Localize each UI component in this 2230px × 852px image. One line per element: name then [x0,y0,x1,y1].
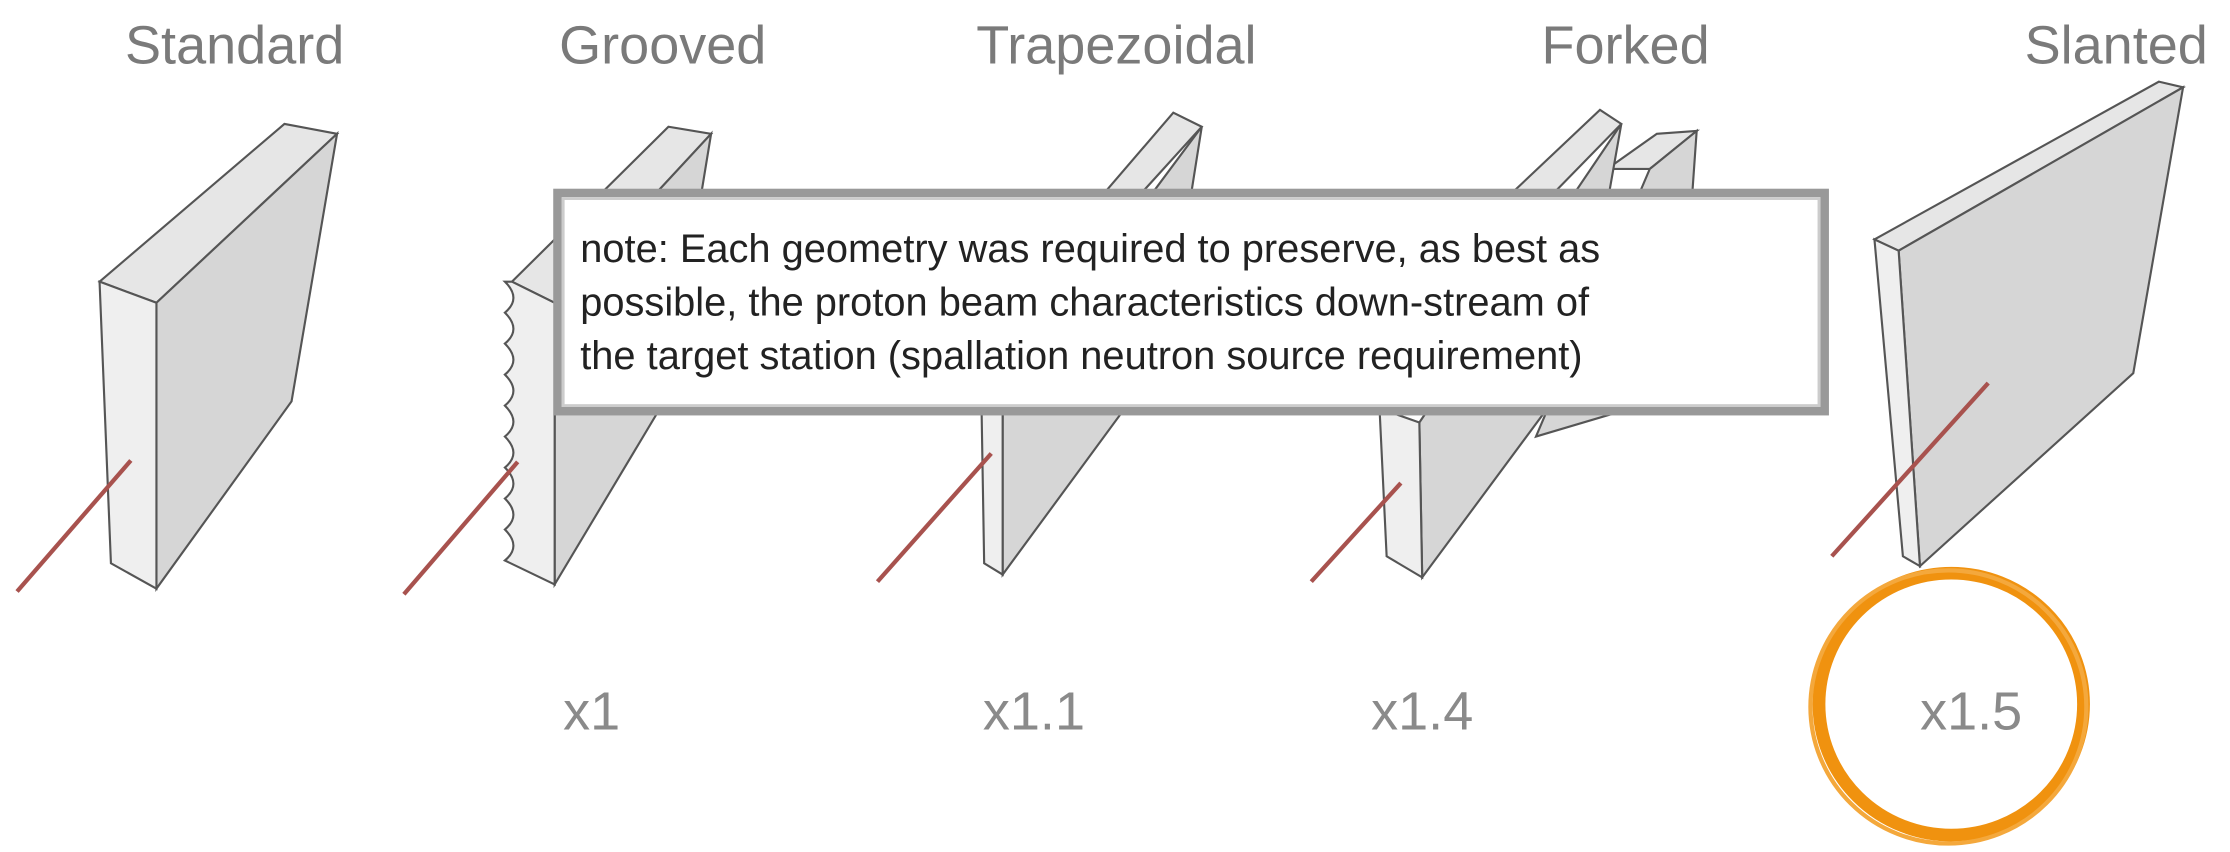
note-box: note: Each geometry was required to pres… [553,188,1829,416]
note-line: the target station (spallation neutron s… [580,334,1582,378]
slanted-plate [1830,80,2186,569]
note-line: possible, the proton beam characteristic… [580,281,1590,325]
factor: x1.1 [983,682,1085,742]
geometry-name: Standard [125,16,344,76]
highlight-circle-edge [1808,568,2089,846]
geometry-name: Trapezoidal [976,16,1256,76]
standard-plate [15,122,340,593]
highlight-circle [1812,566,2090,842]
factor: x1 [563,682,620,742]
factor: x1.5 [1920,682,2022,742]
geometry-name: Grooved [559,16,766,76]
factor: x1.4 [1371,682,1473,742]
geometry-name: Forked [1541,16,1709,76]
note-line: note: Each geometry was required to pres… [580,227,1600,271]
geometry-name: Slanted [2025,16,2208,76]
